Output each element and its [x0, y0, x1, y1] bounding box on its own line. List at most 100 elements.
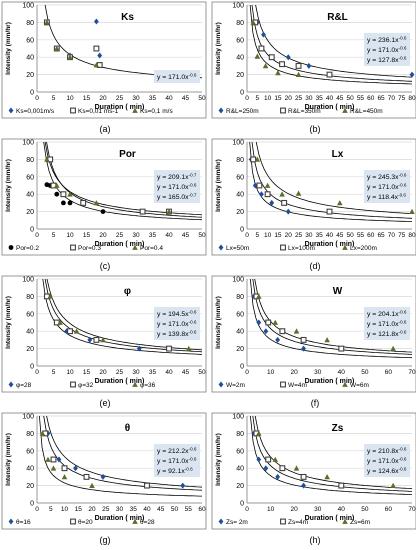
data-point	[293, 328, 300, 334]
fit-equation: y = 171.0x-0.6	[367, 456, 407, 465]
legend-entry: Por=0.2	[8, 245, 39, 252]
x-tick-label: 10	[267, 506, 275, 513]
x-tick-label: 45	[336, 232, 344, 239]
data-point	[275, 473, 281, 480]
legend-entry: Ks=0,01 ms-1	[70, 107, 119, 115]
x-tick-label: 45	[182, 232, 190, 239]
x-tick-label: 35	[316, 95, 324, 102]
legend-marker	[342, 107, 348, 113]
y-tick-label: 20	[236, 346, 244, 353]
y-tick-label: 100	[232, 3, 244, 10]
x-tick-label: 15	[83, 369, 91, 376]
chart-title: θ	[125, 423, 130, 434]
fit-equation: y = 171.0x-0.6	[157, 319, 197, 328]
x-tick-label: 15	[75, 506, 83, 513]
fit-equation-base: y = 171.0x	[157, 74, 189, 81]
x-tick-label: 25	[116, 95, 124, 102]
data-point	[259, 191, 264, 198]
fit-curve	[252, 415, 413, 492]
fit-curve	[39, 415, 202, 497]
data-point	[265, 456, 272, 463]
chart-panel-8: 0 20 40 60 80 100 0 10 20 30 40 50 60 70 Duration ( mi…	[211, 412, 416, 545]
legend-marker	[280, 244, 286, 251]
fit-equation: y = 171.0x-0.6	[157, 456, 197, 465]
y-tick-label: 100	[22, 3, 34, 10]
x-tick-label: 15	[83, 95, 91, 102]
fit-equation-base: y = 124.6x	[367, 468, 399, 475]
fit-equation-exponent: -0.6	[399, 466, 407, 471]
x-tick-label: 0	[245, 369, 249, 376]
data-point	[57, 319, 63, 325]
legend-label: Por=0.3	[78, 245, 101, 252]
fit-equation-exponent: -0.6	[399, 456, 407, 461]
x-tick-label: 25	[102, 506, 110, 513]
legend-entry: R&L=350m	[280, 107, 321, 115]
fit-equation: y = 139.8x-0.6	[157, 329, 197, 338]
data-point	[275, 70, 281, 76]
legend-entry: Ks=0,001m/s	[8, 107, 55, 115]
panel-label: (c)	[100, 261, 111, 271]
data-point	[166, 208, 172, 214]
x-tick-label: 55	[357, 95, 365, 102]
legend-entry: Lx=50m	[218, 244, 249, 252]
fit-equation-exponent: -0.6	[399, 319, 407, 324]
data-point	[94, 18, 99, 25]
data-point	[44, 156, 50, 162]
x-tick-label: 5	[52, 232, 56, 239]
x-tick-label: 50	[361, 506, 369, 513]
x-tick-label: 65	[377, 95, 385, 102]
fit-equation: y = 124.6x-0.6	[367, 466, 407, 475]
data-point	[50, 465, 57, 471]
fit-equation-exponent: -0.6	[189, 182, 197, 187]
legend-marker	[70, 244, 76, 251]
fit-equation-exponent: -0.6	[189, 319, 197, 324]
data-point	[50, 456, 57, 463]
chart-title: Zs	[332, 423, 344, 434]
data-point	[45, 456, 51, 462]
data-point	[67, 328, 73, 335]
legend-entry: Lx=100m	[280, 244, 315, 252]
data-point	[275, 336, 281, 343]
fit-equation: y = 165.0x-0.7	[157, 192, 197, 201]
y-tick-label: 100	[232, 414, 244, 421]
y-axis-label: Intensity (mm/hr)	[5, 433, 12, 486]
legend-marker	[70, 107, 76, 114]
x-tick-label: 20	[99, 95, 107, 102]
data-point	[301, 345, 306, 352]
legend-label: Por=0.2	[16, 245, 39, 252]
data-point	[279, 465, 286, 472]
x-tick-label: 0	[35, 95, 39, 102]
legend-entry: φ=32	[70, 381, 94, 389]
x-tick-label: 0	[35, 506, 39, 513]
legend-label: φ=28	[16, 382, 32, 389]
x-tick-label: 30	[116, 506, 124, 513]
legend-entry: Por=0.4	[132, 244, 163, 252]
legend-label: W=6m	[350, 382, 369, 389]
data-point	[264, 191, 271, 198]
x-tick-label: 25	[295, 95, 303, 102]
x-tick-label: 0	[245, 95, 249, 102]
x-tick-label: 5	[256, 232, 260, 239]
x-tick-label: 75	[398, 232, 406, 239]
x-tick-label: 25	[116, 232, 124, 239]
fit-equation: y = 194.5x-0.6	[157, 309, 197, 318]
data-point	[250, 19, 256, 25]
fit-curve	[255, 4, 413, 78]
fit-equation-base: y = 118.4x	[367, 194, 399, 201]
x-tick-label: 30	[305, 95, 313, 102]
fit-equation-base: y = 171.0x	[157, 321, 189, 328]
data-point	[252, 182, 258, 189]
x-tick-label: 20	[88, 506, 96, 513]
legend-entry: θ=20	[70, 518, 93, 526]
data-point	[47, 293, 53, 299]
data-point	[93, 62, 100, 68]
data-point	[268, 54, 275, 61]
data-point	[144, 482, 150, 489]
y-tick-label: 20	[236, 72, 244, 79]
y-tick-label: 80	[26, 431, 34, 438]
x-tick-label: 30	[132, 232, 140, 239]
panel-label: (a)	[100, 124, 111, 134]
fit-equation-base: y = 209.1x	[157, 174, 189, 181]
fit-equation-exponent: -0.6	[398, 192, 406, 197]
